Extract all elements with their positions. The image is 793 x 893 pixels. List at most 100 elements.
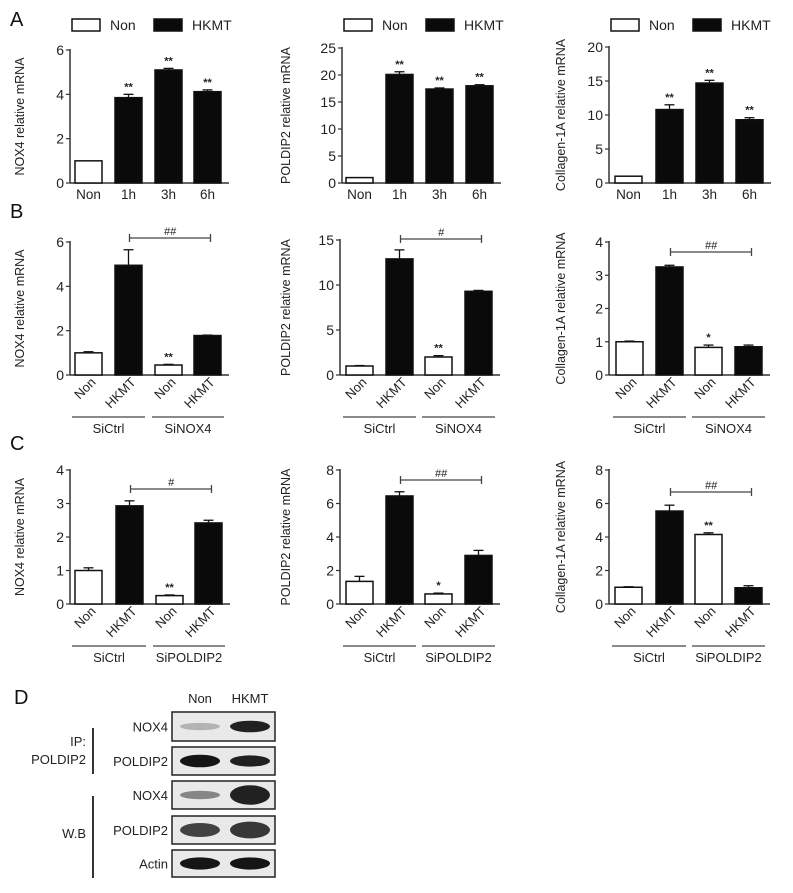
- bar-hkmt: [425, 88, 454, 184]
- y-tick-label: 6: [326, 496, 334, 512]
- x-tick-label: Non: [342, 604, 369, 631]
- significance-marker: **: [395, 59, 404, 71]
- x-tick-label: 1h: [662, 187, 677, 202]
- significance-marker: **: [203, 77, 212, 89]
- blot-row-label: NOX4: [133, 720, 168, 735]
- blot-band: [180, 857, 220, 870]
- legend-swatch-non: [610, 18, 640, 32]
- bar-non: [154, 364, 183, 376]
- y-axis-label: NOX4 relative mRNA: [13, 57, 27, 176]
- legend-label-non: Non: [110, 17, 136, 33]
- y-tick-label: 2: [595, 563, 603, 579]
- bar-hkmt: [193, 90, 222, 184]
- legend-swatch-non: [343, 18, 373, 32]
- y-axis-label: Collagen-1A relative mRNA: [554, 232, 568, 385]
- y-tick-label: 10: [320, 121, 336, 137]
- y-tick-label: 4: [326, 529, 334, 545]
- y-tick-label: 4: [56, 86, 64, 102]
- group-label: SiCtrl: [364, 421, 396, 436]
- bar-non: [74, 160, 103, 184]
- significance-marker: **: [745, 105, 754, 117]
- x-tick-label: Non: [612, 375, 639, 402]
- significance-bracket-label: ##: [705, 240, 718, 252]
- x-tick-label: Non: [342, 375, 369, 402]
- significance-marker: **: [435, 75, 444, 87]
- y-tick-label: 8: [595, 462, 603, 478]
- group-label: SiCtrl: [364, 650, 396, 665]
- bar-non: [694, 346, 723, 376]
- bar-non: [424, 593, 453, 605]
- bar-hkmt: [464, 290, 493, 376]
- significance-bracket-label: ##: [164, 226, 177, 238]
- x-tick-label: 1h: [121, 187, 136, 202]
- significance-bracket-label: #: [168, 477, 175, 489]
- x-tick-label: Non: [421, 604, 448, 631]
- y-tick-label: 3: [56, 496, 64, 512]
- legend-label-non: Non: [382, 17, 408, 33]
- legend-label-non: Non: [649, 17, 675, 33]
- blot-band: [230, 785, 270, 805]
- chart-a3: 0 5 10 15 20 Collagen-1A relative mRNA ** ** ** N…: [554, 17, 771, 202]
- y-tick-label: 2: [326, 563, 334, 579]
- y-tick-label: 20: [587, 39, 603, 55]
- x-tick-label: HKMT: [182, 603, 219, 640]
- y-tick-label: 1: [595, 334, 603, 350]
- lane-label: Non: [188, 691, 212, 706]
- significance-marker: **: [165, 582, 174, 594]
- bar-non: [694, 533, 723, 605]
- blot-band: [180, 823, 220, 837]
- bar-non: [424, 356, 453, 376]
- western-blot: Non HKMT NOX4 POLDIP2 NOX4 POLDIP2 Actin IP: POL…: [31, 691, 276, 878]
- bar-hkmt: [464, 554, 493, 605]
- group-label: SiPOLDIP2: [695, 650, 761, 665]
- bar-hkmt: [385, 258, 414, 376]
- legend-label-hkmt: HKMT: [464, 17, 504, 33]
- significance-marker: **: [434, 343, 443, 355]
- x-tick-label: HKMT: [373, 603, 410, 640]
- bar-hkmt: [193, 334, 222, 376]
- y-tick-label: 2: [595, 301, 603, 317]
- lane-label: HKMT: [232, 691, 269, 706]
- y-tick-label: 10: [318, 277, 334, 293]
- legend-swatch-hkmt: [425, 18, 455, 32]
- significance-marker: **: [164, 55, 173, 67]
- blot-band: [180, 722, 220, 731]
- significance-bracket-label: #: [438, 227, 445, 239]
- x-tick-label: 6h: [472, 187, 487, 202]
- chart-a1: 0 2 4 6 NOX4 relative mRNA ** ** ** Non HKMT Non 1h…: [13, 17, 232, 202]
- y-tick-label: 4: [595, 234, 603, 250]
- significance-marker: **: [665, 92, 674, 104]
- y-tick-label: 2: [56, 323, 64, 339]
- y-tick-label: 5: [595, 141, 603, 157]
- group-label: SiNOX4: [165, 421, 212, 436]
- group-label: SiCtrl: [634, 421, 666, 436]
- x-tick-label: 6h: [742, 187, 757, 202]
- y-axis-label: Collagen-1A relative mRNA: [554, 38, 568, 191]
- y-tick-label: 10: [587, 107, 603, 123]
- y-tick-label: 0: [56, 175, 64, 191]
- x-tick-label: 6h: [200, 187, 215, 202]
- y-axis-label: NOX4 relative mRNA: [13, 249, 27, 368]
- group-label: SiNOX4: [435, 421, 482, 436]
- significance-bracket-label: ##: [705, 480, 718, 492]
- x-tick-label: HKMT: [103, 603, 140, 640]
- bar-non: [345, 176, 374, 184]
- bar-hkmt: [734, 587, 763, 605]
- bar-hkmt: [655, 266, 684, 376]
- y-axis-label: POLDIP2 relative mRNA: [279, 238, 293, 376]
- legend-swatch-non: [71, 18, 101, 32]
- x-tick-label: HKMT: [643, 603, 680, 640]
- legend-swatch-hkmt: [692, 18, 722, 32]
- bar-hkmt: [655, 510, 684, 605]
- group-label: SiPOLDIP2: [156, 650, 222, 665]
- bar-non: [74, 569, 103, 605]
- y-tick-label: 15: [587, 73, 603, 89]
- significance-marker: **: [704, 520, 713, 532]
- x-tick-label: HKMT: [452, 374, 489, 411]
- blot-band: [230, 821, 270, 839]
